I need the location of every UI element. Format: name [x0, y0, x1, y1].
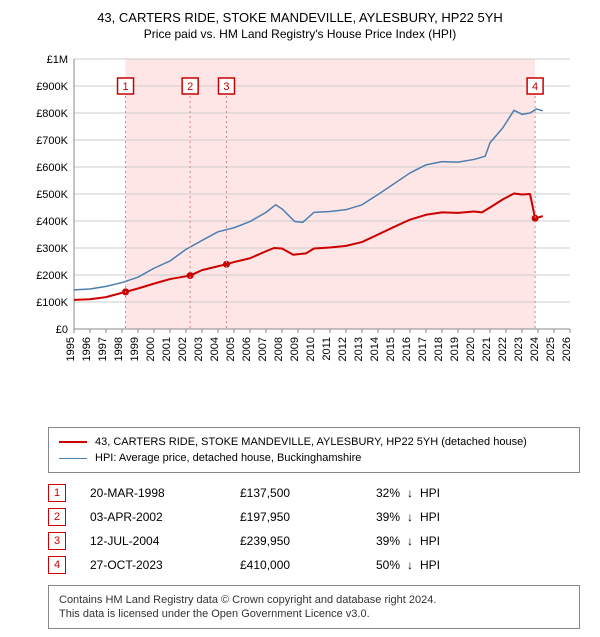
svg-text:2021: 2021 — [481, 337, 493, 361]
sale-date: 12-JUL-2004 — [90, 534, 240, 548]
svg-text:2001: 2001 — [161, 337, 173, 361]
legend-item: 43, CARTERS RIDE, STOKE MANDEVILLE, AYLE… — [59, 434, 569, 450]
sale-pct: 50% — [350, 558, 400, 572]
sales-row: 3 12-JUL-2004£239,95039%↓HPI — [48, 529, 580, 553]
svg-text:£500K: £500K — [36, 189, 68, 201]
sale-price: £137,500 — [240, 486, 350, 500]
sale-date: 27-OCT-2023 — [90, 558, 240, 572]
legend: 43, CARTERS RIDE, STOKE MANDEVILLE, AYLE… — [48, 427, 580, 473]
sale-date: 03-APR-2002 — [90, 510, 240, 524]
svg-text:2009: 2009 — [289, 337, 301, 361]
chart-subtitle: Price paid vs. HM Land Registry's House … — [8, 27, 592, 41]
legend-label: 43, CARTERS RIDE, STOKE MANDEVILLE, AYLE… — [95, 436, 527, 448]
svg-text:2011: 2011 — [321, 337, 333, 361]
svg-text:£1M: £1M — [47, 54, 68, 66]
chart-title: 43, CARTERS RIDE, STOKE MANDEVILLE, AYLE… — [8, 10, 592, 25]
sale-ref: HPI — [420, 534, 460, 548]
sales-row: 4 27-OCT-2023£410,00050%↓HPI — [48, 553, 580, 577]
svg-text:2019: 2019 — [449, 337, 461, 361]
down-arrow-icon: ↓ — [400, 486, 420, 500]
svg-text:2015: 2015 — [385, 337, 397, 361]
svg-text:£900K: £900K — [36, 81, 68, 93]
chart-svg: £0 £100K £200K £300K £400K £500K £600K £700K £80… — [20, 49, 580, 389]
legend-swatch — [59, 441, 87, 443]
svg-text:£400K: £400K — [36, 216, 68, 228]
svg-text:1998: 1998 — [113, 337, 125, 361]
footnote-line-2: This data is licensed under the Open Gov… — [59, 608, 569, 620]
sale-date: 20-MAR-1998 — [90, 486, 240, 500]
svg-text:1997: 1997 — [97, 337, 109, 361]
svg-text:2004: 2004 — [209, 337, 221, 361]
svg-text:2000: 2000 — [145, 337, 157, 361]
svg-text:£800K: £800K — [36, 108, 68, 120]
svg-text:2022: 2022 — [497, 337, 509, 361]
svg-text:2020: 2020 — [465, 337, 477, 361]
legend-label: HPI: Average price, detached house, Buck… — [95, 452, 361, 464]
svg-text:2012: 2012 — [337, 337, 349, 361]
sales-row: 2 03-APR-2002£197,95039%↓HPI — [48, 505, 580, 529]
sale-pct: 39% — [350, 510, 400, 524]
svg-text:1995: 1995 — [65, 337, 77, 361]
sale-ref: HPI — [420, 558, 460, 572]
svg-text:2025: 2025 — [545, 337, 557, 361]
footnote: Contains HM Land Registry data © Crown c… — [48, 585, 580, 629]
svg-text:2005: 2005 — [225, 337, 237, 361]
svg-text:2024: 2024 — [529, 337, 541, 361]
svg-text:2006: 2006 — [241, 337, 253, 361]
svg-text:£600K: £600K — [36, 162, 68, 174]
svg-text:2016: 2016 — [401, 337, 413, 361]
down-arrow-icon: ↓ — [400, 558, 420, 572]
sale-ref: HPI — [420, 486, 460, 500]
svg-text:£0: £0 — [56, 324, 68, 336]
sale-ref: HPI — [420, 510, 460, 524]
svg-text:2003: 2003 — [193, 337, 205, 361]
svg-text:2018: 2018 — [433, 337, 445, 361]
svg-text:£200K: £200K — [36, 270, 68, 282]
sale-marker: 1 — [48, 484, 66, 502]
svg-text:1999: 1999 — [129, 337, 141, 361]
svg-text:2023: 2023 — [513, 337, 525, 361]
svg-text:2008: 2008 — [273, 337, 285, 361]
svg-text:2013: 2013 — [353, 337, 365, 361]
svg-text:1996: 1996 — [81, 337, 93, 361]
svg-text:2007: 2007 — [257, 337, 269, 361]
footnote-line-1: Contains HM Land Registry data © Crown c… — [59, 594, 569, 606]
svg-text:£100K: £100K — [36, 297, 68, 309]
svg-text:£700K: £700K — [36, 135, 68, 147]
svg-text:2010: 2010 — [305, 337, 317, 361]
sale-marker: 3 — [48, 532, 66, 550]
sale-pct: 32% — [350, 486, 400, 500]
svg-text:2002: 2002 — [177, 337, 189, 361]
svg-text:2017: 2017 — [417, 337, 429, 361]
legend-swatch — [59, 458, 87, 459]
down-arrow-icon: ↓ — [400, 510, 420, 524]
svg-text:£300K: £300K — [36, 243, 68, 255]
price-chart: £0 £100K £200K £300K £400K £500K £600K £700K £80… — [20, 49, 580, 389]
down-arrow-icon: ↓ — [400, 534, 420, 548]
sale-marker: 2 — [48, 508, 66, 526]
sale-price: £410,000 — [240, 558, 350, 572]
sale-price: £197,950 — [240, 510, 350, 524]
svg-text:4: 4 — [532, 81, 538, 93]
sale-price: £239,950 — [240, 534, 350, 548]
svg-text:2: 2 — [187, 81, 193, 93]
svg-text:2026: 2026 — [561, 337, 573, 361]
svg-text:2014: 2014 — [369, 337, 381, 361]
svg-text:3: 3 — [223, 81, 229, 93]
sale-marker: 4 — [48, 556, 66, 574]
sale-pct: 39% — [350, 534, 400, 548]
svg-text:1: 1 — [122, 81, 128, 93]
legend-item: HPI: Average price, detached house, Buck… — [59, 450, 569, 466]
sales-table: 120-MAR-1998£137,50032%↓HPI203-APR-2002£… — [48, 481, 580, 577]
sales-row: 1 20-MAR-1998£137,50032%↓HPI — [48, 481, 580, 505]
